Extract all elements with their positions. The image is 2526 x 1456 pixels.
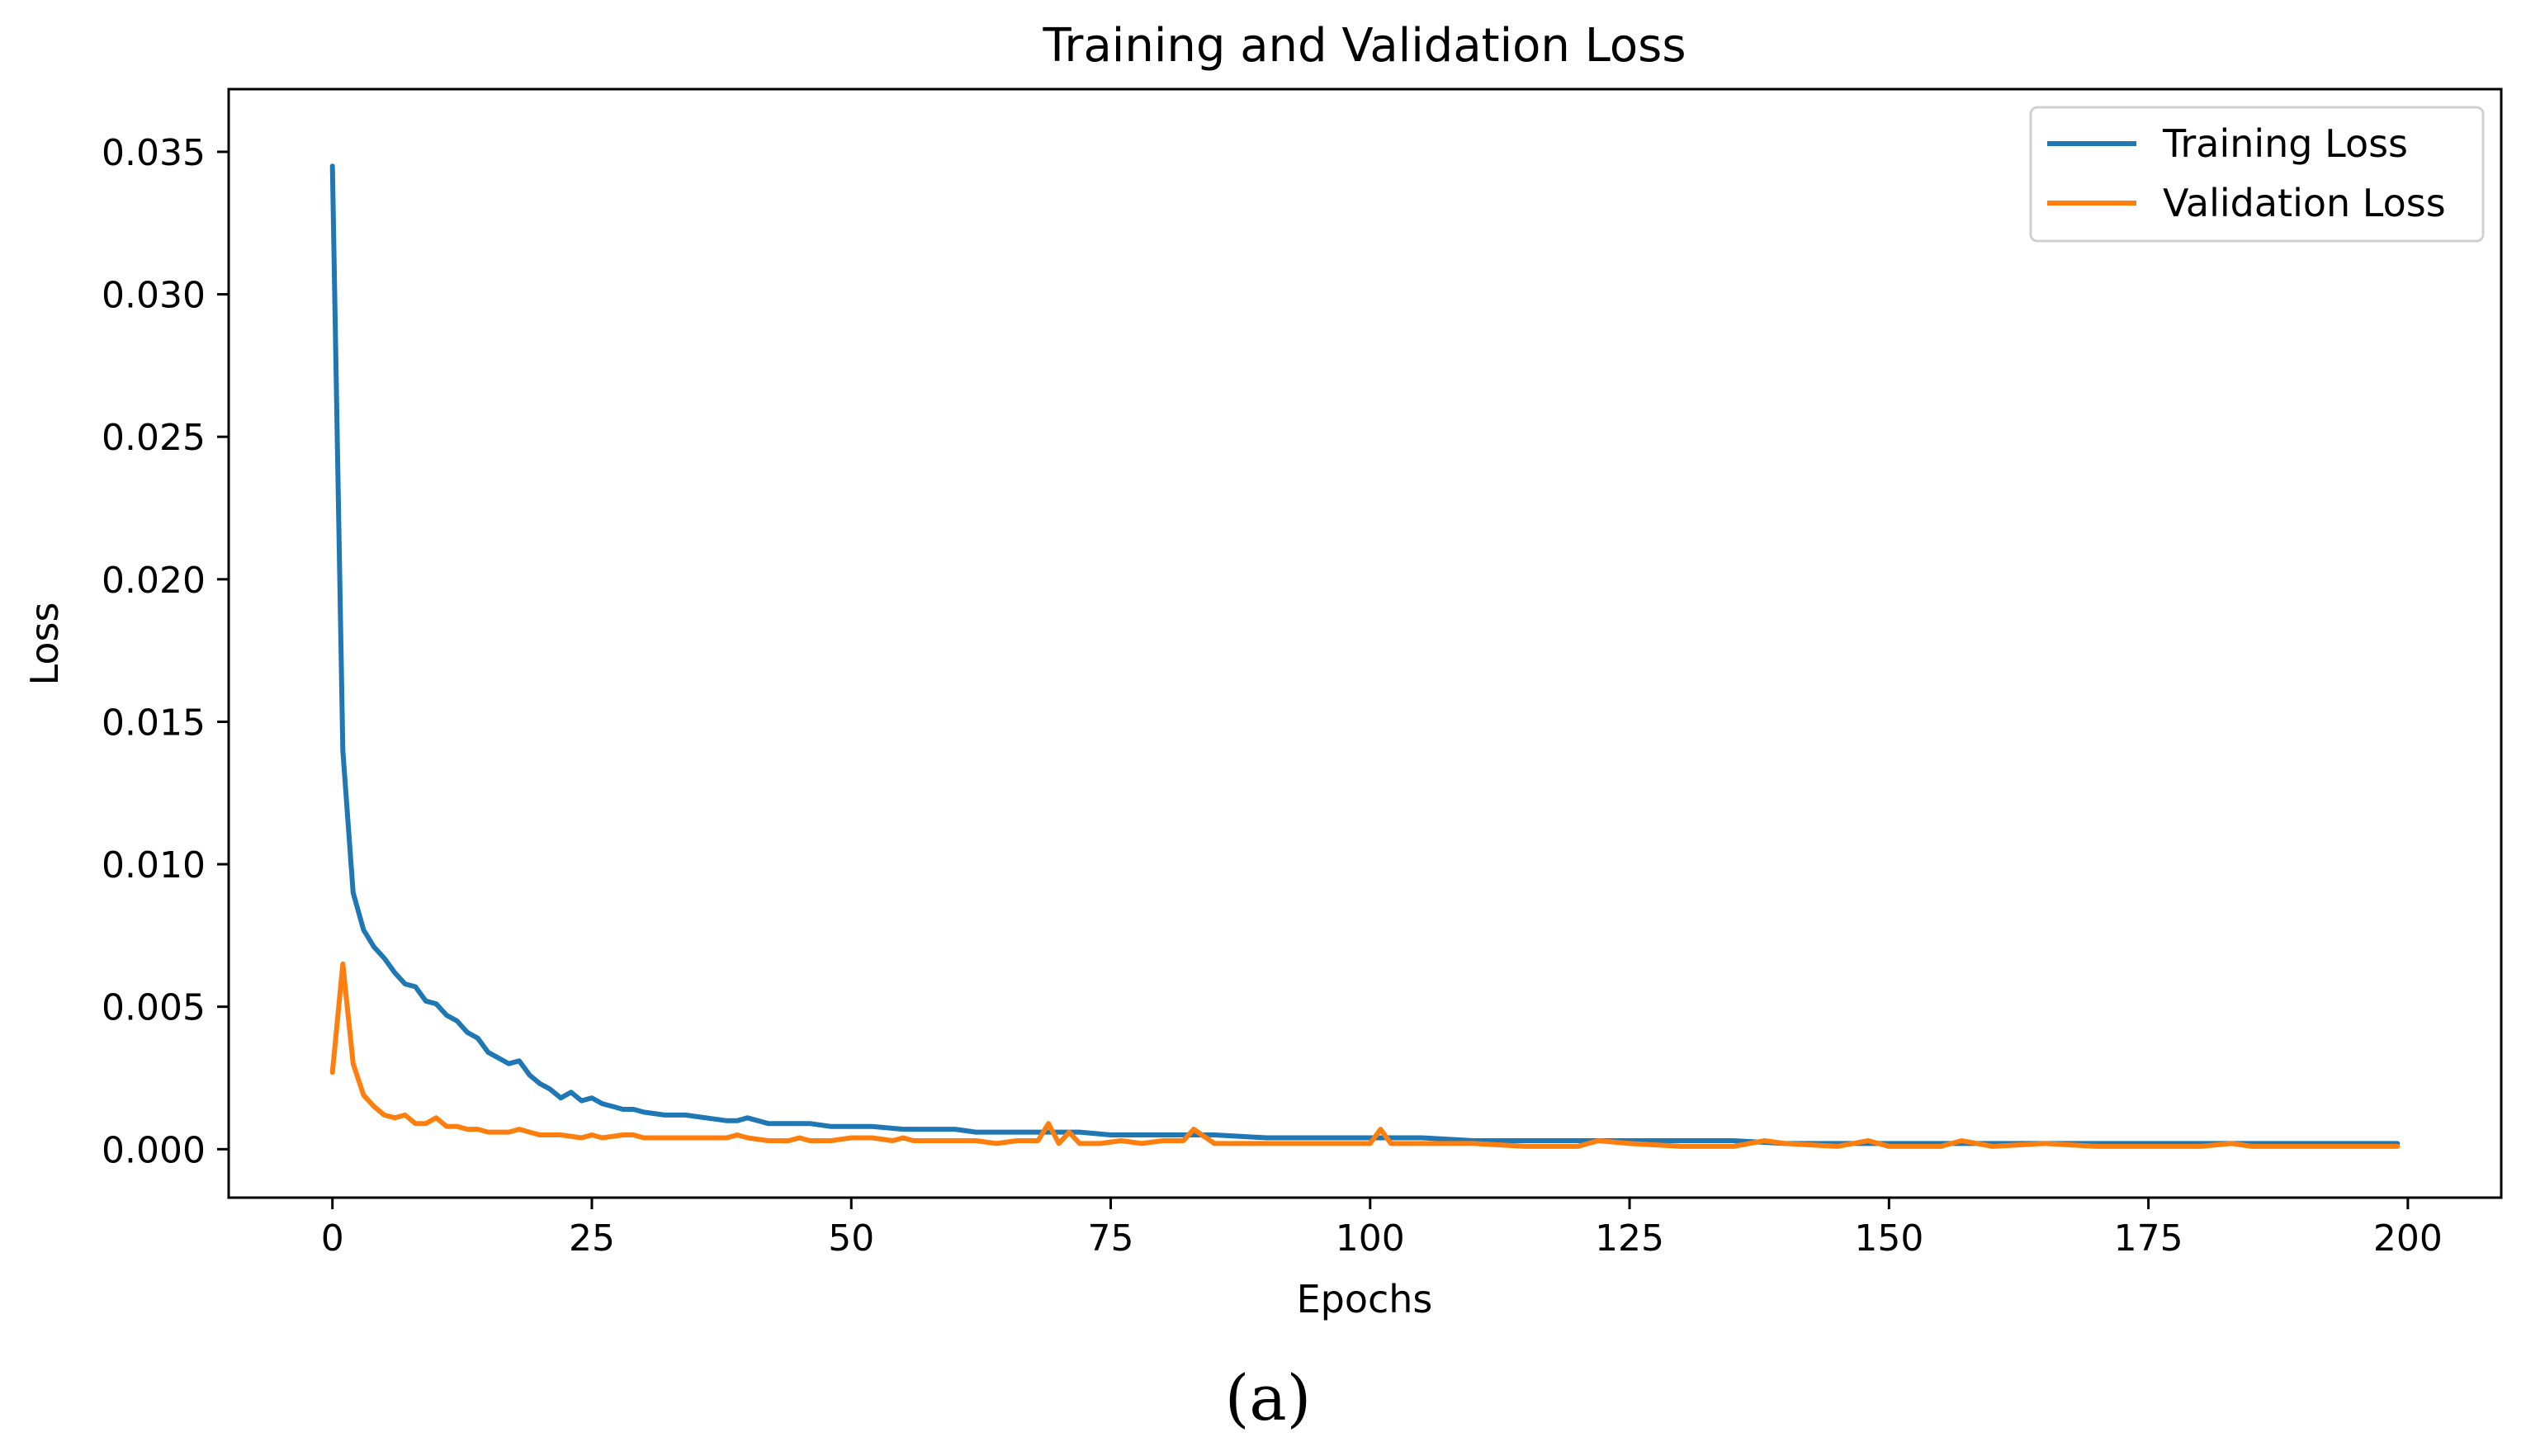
chart-title: Training and Validation Loss — [1042, 19, 1686, 73]
x-axis: 0 25 50 75 100 125 150 175 200 — [321, 1198, 2443, 1260]
y-tick-label: 0.015 — [102, 702, 206, 744]
x-tick-label: 50 — [828, 1217, 874, 1260]
figure-caption: (a) — [1225, 1361, 1312, 1435]
series-line-training-loss — [329, 163, 2401, 1146]
y-tick-label: 0.010 — [102, 844, 206, 886]
y-axis-label: Loss — [22, 603, 67, 686]
x-tick-label: 75 — [1088, 1217, 1134, 1260]
series-line-validation-loss — [329, 961, 2401, 1149]
legend: Training Loss Validation Loss — [2029, 106, 2485, 243]
x-tick-label: 125 — [1595, 1217, 1664, 1260]
plot-frame — [227, 87, 2503, 1199]
x-tick-label: 200 — [2373, 1217, 2443, 1260]
legend-label-validation: Validation Loss — [2163, 181, 2446, 225]
y-tick-label: 0.020 — [102, 560, 206, 602]
y-tick-label: 0.005 — [102, 987, 206, 1029]
x-tick-label: 175 — [2114, 1217, 2183, 1260]
y-tick-label: 0.025 — [102, 417, 206, 459]
x-tick-label: 100 — [1336, 1217, 1405, 1260]
legend-label-training: Training Loss — [2162, 121, 2408, 166]
x-tick-label: 0 — [321, 1217, 344, 1260]
x-tick-label: 25 — [569, 1217, 615, 1260]
y-axis: 0.000 0.005 0.010 0.015 0.020 0.025 0.030 0.035 — [102, 132, 229, 1171]
y-tick-label: 0.000 — [102, 1129, 206, 1171]
legend-box — [2029, 106, 2485, 243]
series-layer — [329, 163, 2401, 1149]
x-axis-label: Epochs — [1297, 1277, 1433, 1321]
y-tick-label: 0.030 — [102, 275, 206, 317]
y-tick-label: 0.035 — [102, 132, 206, 174]
x-tick-label: 150 — [1854, 1217, 1923, 1260]
